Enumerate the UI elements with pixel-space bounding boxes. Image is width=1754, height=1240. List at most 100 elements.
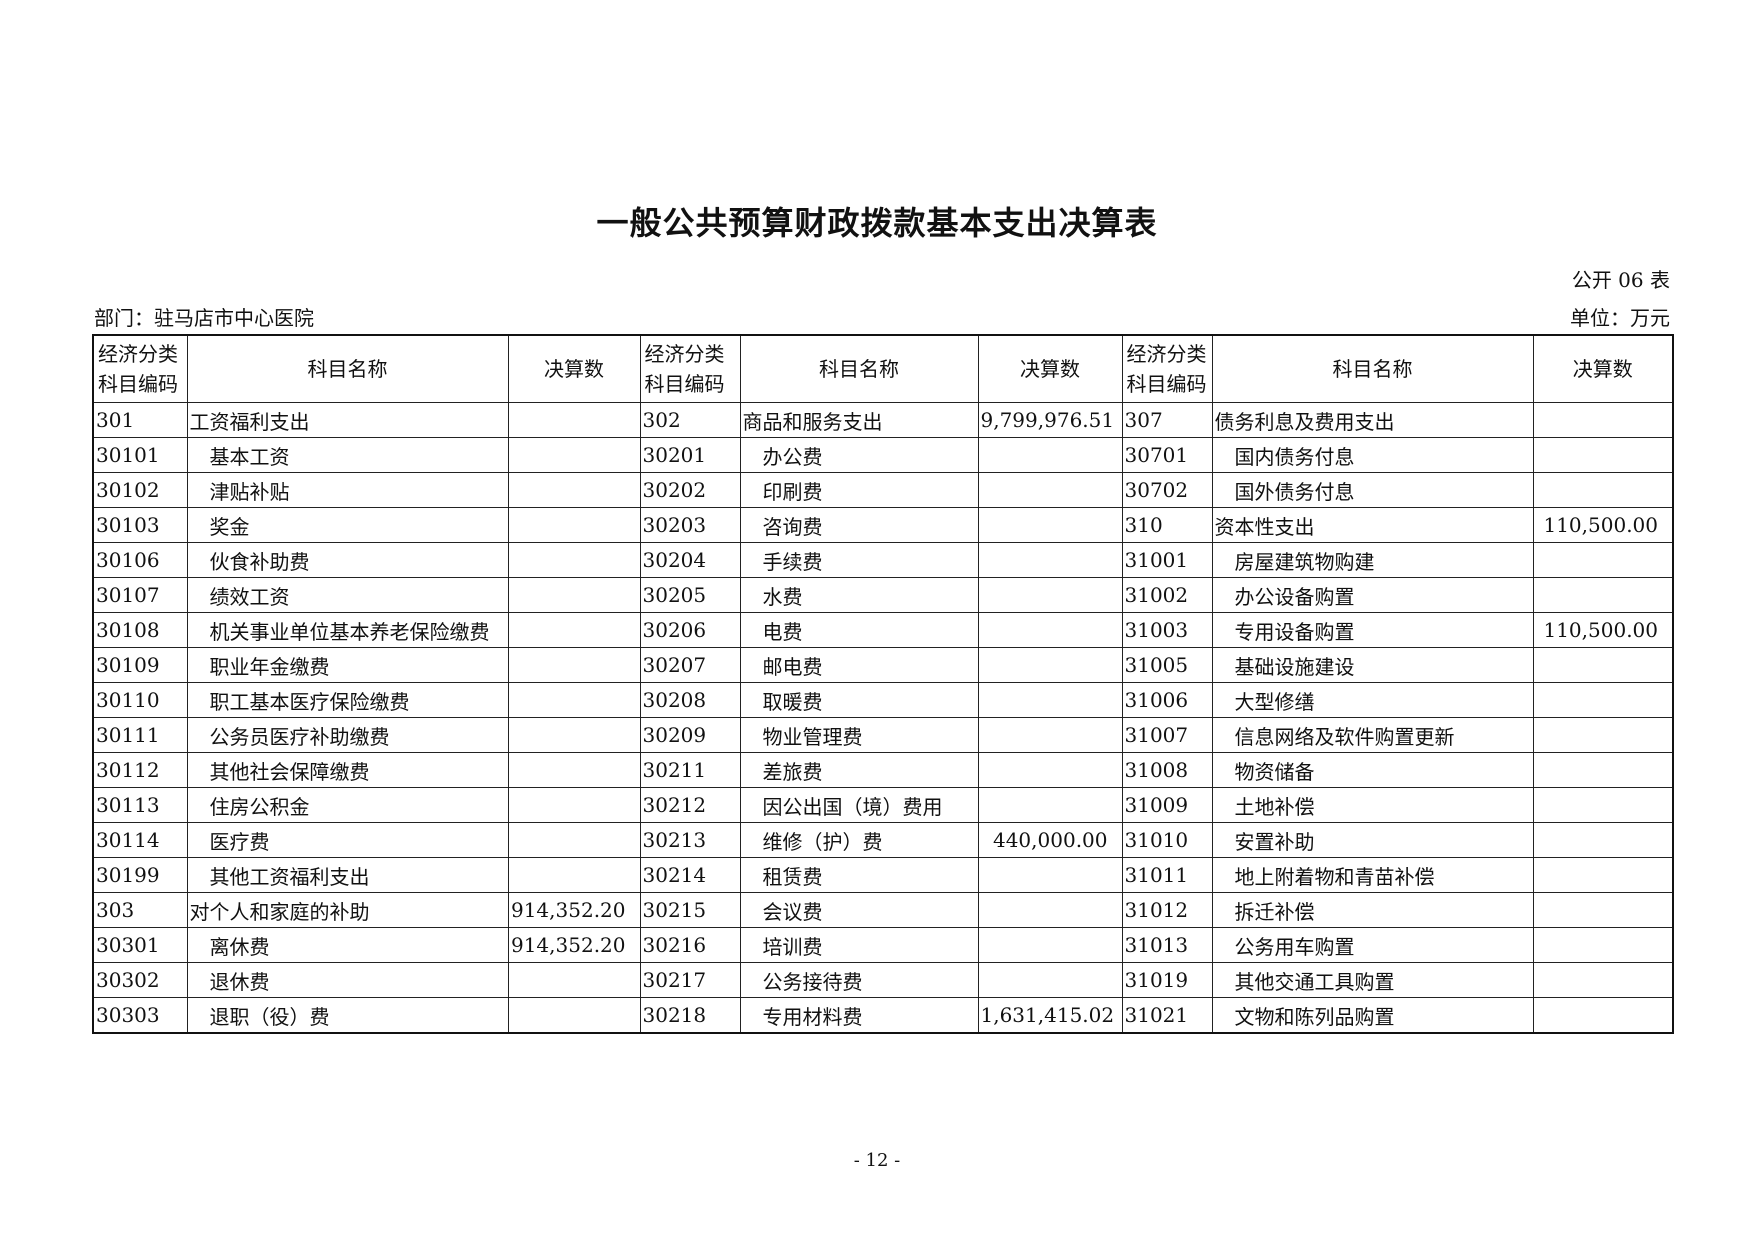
cell-amount xyxy=(507,437,641,473)
cell-amount xyxy=(977,437,1123,473)
cell-amount xyxy=(977,857,1123,893)
cell-code: 307 xyxy=(1121,402,1213,438)
cell-name: 房屋建筑物购建 xyxy=(1211,542,1534,578)
unit-label: 单位：万元 xyxy=(1570,306,1670,330)
cell-code: 31002 xyxy=(1121,577,1213,613)
header-row: 经济分类 科目编码 科目名称 决算数 经济分类 科目编码 科目名称 决算数 经济分类 科目编码 科目… xyxy=(92,334,1674,403)
cell-amount xyxy=(1532,402,1674,438)
cell-code: 31001 xyxy=(1121,542,1213,578)
cell-code: 30214 xyxy=(639,857,741,893)
cell-name: 电费 xyxy=(739,612,979,648)
table-row: 30109 职业年金缴费 30207 邮电费 31005 基础设施建设 xyxy=(92,647,1674,683)
cell-code: 31005 xyxy=(1121,647,1213,683)
cell-name: 资本性支出 xyxy=(1211,507,1534,543)
cell-code: 31019 xyxy=(1121,962,1213,998)
header-code: 经济分类 科目编码 xyxy=(639,334,741,403)
expenditure-table: 经济分类 科目编码 科目名称 决算数 经济分类 科目编码 科目名称 决算数 经济分类 科目编码 科目… xyxy=(92,334,1674,1034)
cell-name: 办公设备购置 xyxy=(1211,577,1534,613)
table-row: 303 对个人和家庭的补助 914,352.20 30215 会议费 31012 拆迁补偿 xyxy=(92,892,1674,928)
cell-code: 30302 xyxy=(92,962,188,998)
table-row: 30107 绩效工资 30205 水费 31002 办公设备购置 xyxy=(92,577,1674,613)
cell-code: 31011 xyxy=(1121,857,1213,893)
cell-code: 30211 xyxy=(639,752,741,788)
table-row: 30199 其他工资福利支出 30214 租赁费 31011 地上附着物和青苗补偿 xyxy=(92,857,1674,893)
cell-name: 国内债务付息 xyxy=(1211,437,1534,473)
cell-name: 绩效工资 xyxy=(186,577,509,613)
cell-amount xyxy=(1532,752,1674,788)
cell-code: 31021 xyxy=(1121,997,1213,1034)
cell-amount: 110,500.00 xyxy=(1532,507,1674,543)
cell-amount xyxy=(507,647,641,683)
cell-amount xyxy=(1532,962,1674,998)
cell-name: 大型修缮 xyxy=(1211,682,1534,718)
cell-code: 30218 xyxy=(639,997,741,1034)
cell-name: 取暖费 xyxy=(739,682,979,718)
cell-name: 维修（护）费 xyxy=(739,822,979,858)
cell-amount xyxy=(507,857,641,893)
cell-amount xyxy=(977,717,1123,753)
cell-amount xyxy=(507,542,641,578)
cell-name: 公务用车购置 xyxy=(1211,927,1534,963)
cell-code: 30208 xyxy=(639,682,741,718)
cell-code: 30110 xyxy=(92,682,188,718)
cell-name: 邮电费 xyxy=(739,647,979,683)
cell-name: 办公费 xyxy=(739,437,979,473)
header-code-line1: 经济分类 xyxy=(644,342,725,366)
cell-code: 30111 xyxy=(92,717,188,753)
cell-name: 信息网络及软件购置更新 xyxy=(1211,717,1534,753)
cell-code: 30209 xyxy=(639,717,741,753)
table-row: 30114 医疗费 30213 维修（护）费 440,000.00 31010 安置补助 xyxy=(92,822,1674,858)
table-row: 30108 机关事业单位基本养老保险缴费 30206 电费 31003 专用设备购置 110… xyxy=(92,612,1674,648)
cell-amount xyxy=(1532,577,1674,613)
cell-name: 基础设施建设 xyxy=(1211,647,1534,683)
cell-code: 30203 xyxy=(639,507,741,543)
table-row: 301 工资福利支出 302 商品和服务支出 9,799,976.51 307 债务利息及费… xyxy=(92,402,1674,438)
cell-amount xyxy=(507,612,641,648)
cell-name: 水费 xyxy=(739,577,979,613)
cell-amount xyxy=(977,542,1123,578)
cell-name: 伙食补助费 xyxy=(186,542,509,578)
cell-code: 30702 xyxy=(1121,472,1213,508)
cell-name: 商品和服务支出 xyxy=(739,402,979,438)
cell-amount xyxy=(1532,472,1674,508)
cell-name: 培训费 xyxy=(739,927,979,963)
cell-name: 拆迁补偿 xyxy=(1211,892,1534,928)
cell-code: 30303 xyxy=(92,997,188,1034)
table-row: 30101 基本工资 30201 办公费 30701 国内债务付息 xyxy=(92,437,1674,473)
cell-code: 31003 xyxy=(1121,612,1213,648)
cell-code: 30217 xyxy=(639,962,741,998)
header-code-line2: 科目编码 xyxy=(644,372,725,396)
cell-amount xyxy=(1532,542,1674,578)
cell-code: 30199 xyxy=(92,857,188,893)
cell-code: 310 xyxy=(1121,507,1213,543)
cell-amount xyxy=(507,402,641,438)
cell-name: 职业年金缴费 xyxy=(186,647,509,683)
cell-code: 302 xyxy=(639,402,741,438)
table-number: 公开 06 表 xyxy=(1571,268,1670,292)
cell-amount xyxy=(977,962,1123,998)
cell-amount xyxy=(507,507,641,543)
cell-name: 其他交通工具购置 xyxy=(1211,962,1534,998)
cell-amount: 440,000.00 xyxy=(977,822,1123,858)
cell-code: 30216 xyxy=(639,927,741,963)
header-code-line1: 经济分类 xyxy=(1126,342,1207,366)
header-amount: 决算数 xyxy=(507,334,641,403)
cell-code: 30108 xyxy=(92,612,188,648)
table-row: 30110 职工基本医疗保险缴费 30208 取暖费 31006 大型修缮 xyxy=(92,682,1674,718)
cell-amount xyxy=(507,997,641,1034)
cell-amount xyxy=(1532,647,1674,683)
table-row: 30112 其他社会保障缴费 30211 差旅费 31008 物资储备 xyxy=(92,752,1674,788)
cell-code: 30109 xyxy=(92,647,188,683)
header-code-line2: 科目编码 xyxy=(98,372,178,396)
cell-name: 住房公积金 xyxy=(186,787,509,823)
cell-name: 机关事业单位基本养老保险缴费 xyxy=(186,612,509,648)
cell-name: 会议费 xyxy=(739,892,979,928)
cell-code: 30215 xyxy=(639,892,741,928)
cell-amount xyxy=(977,577,1123,613)
cell-name: 基本工资 xyxy=(186,437,509,473)
cell-amount xyxy=(507,682,641,718)
cell-code: 31010 xyxy=(1121,822,1213,858)
cell-name: 文物和陈列品购置 xyxy=(1211,997,1534,1034)
cell-code: 30103 xyxy=(92,507,188,543)
cell-amount xyxy=(977,612,1123,648)
